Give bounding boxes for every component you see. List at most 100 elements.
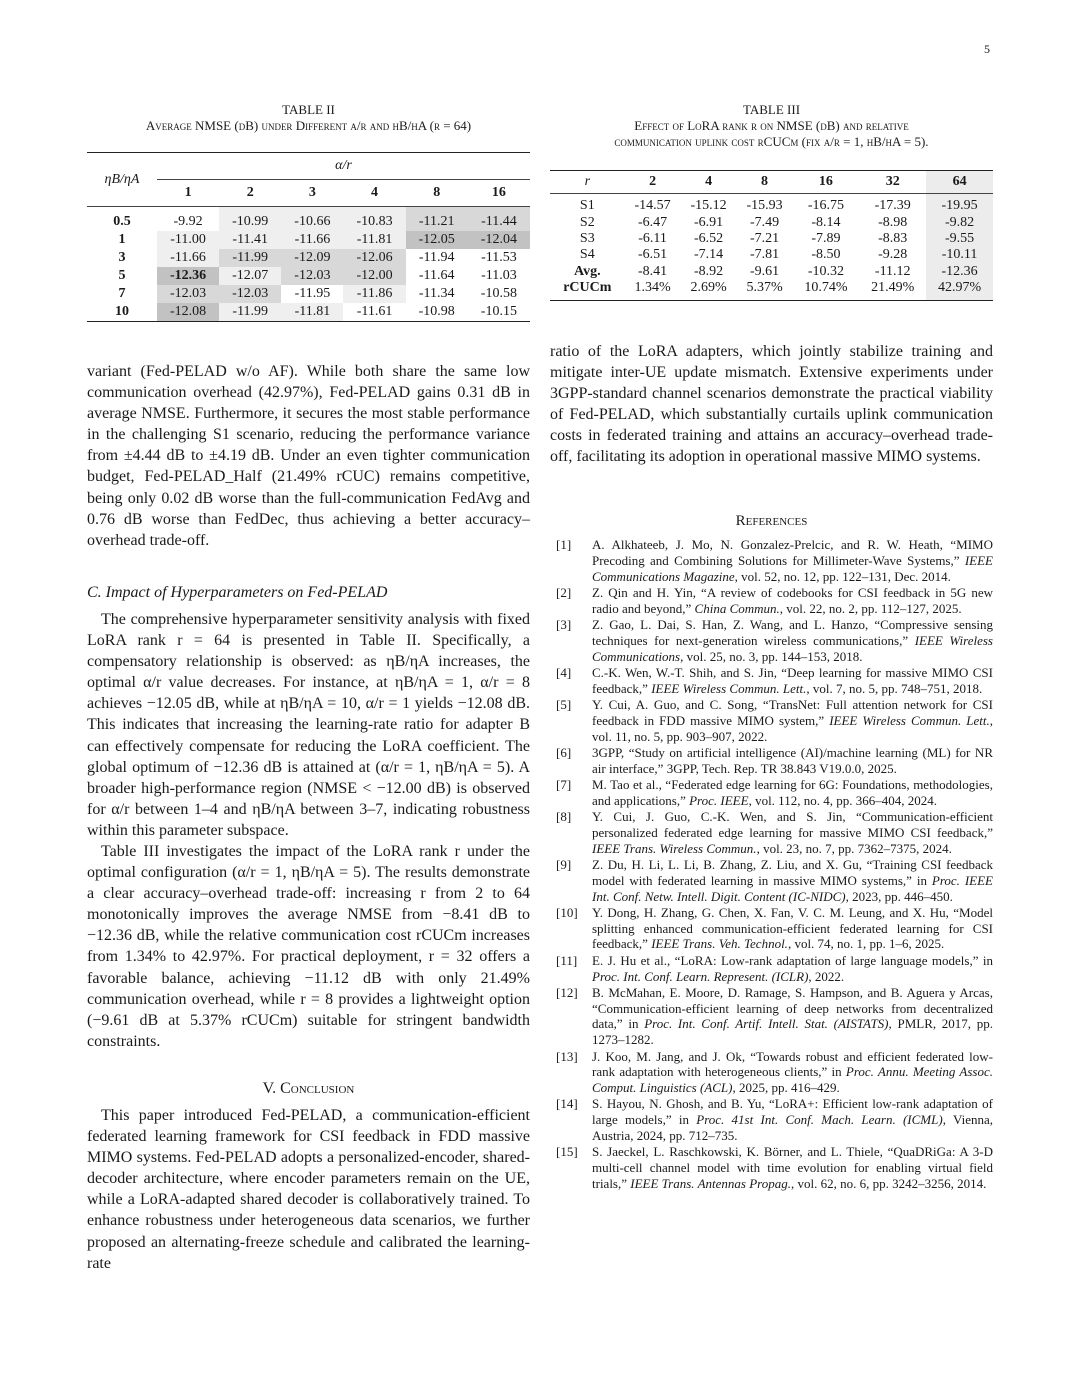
table3-cell: -6.11 xyxy=(638,230,667,246)
table3-col-header: 2 xyxy=(649,174,657,189)
reference-details: , vol. 23, no. 7, pp. 7362–7375, 2024. xyxy=(756,840,952,856)
table2-cell: -12.09 xyxy=(281,249,344,267)
table2-row-label: 1 xyxy=(118,232,126,247)
table3-cell: -7.81 xyxy=(749,247,780,263)
reference-text: S. Hayou, N. Ghosh, and B. Yu, “LoRA+: E… xyxy=(592,1096,993,1128)
reference-item: [3] Z. Gao, L. Dai, S. Han, Z. Wang, and … xyxy=(556,617,993,664)
table2-cell: -11.41 xyxy=(219,231,282,249)
reference-venue: Proc. Annu. Meeting Assoc. Comput. Lingu… xyxy=(592,1064,993,1096)
reference-text: Z. Qin and H. Yin, “A review of codebook… xyxy=(592,584,993,616)
table3-cell: 5.37% xyxy=(746,280,783,296)
reference-text: J. Koo, M. Jang, and J. Ok, “Towards rob… xyxy=(592,1048,993,1080)
table2-row-label: 7 xyxy=(118,286,126,301)
reference-body: Y. Cui, J. Guo, C.-K. Wen, and S. Jin, “… xyxy=(592,809,993,856)
reference-item: [7] M. Tao et al., “Federated edge learni… xyxy=(556,777,993,809)
table3-title-line2: communication uplink cost rCUCm (fix α/r… xyxy=(614,134,929,149)
reference-details: , vol. 62, no. 6, pp. 3242–3256, 2014. xyxy=(790,1175,987,1191)
paragraph: ratio of the LoRA adapters, which jointl… xyxy=(550,343,993,466)
table2-cell: -11.61 xyxy=(343,303,406,322)
table3-cell: -8.41 xyxy=(638,263,668,279)
reference-details: , 2022. xyxy=(808,968,845,984)
table-row: 1 -11.00 -11.41 -11.66 -11.81 -12.05 -12.04 xyxy=(87,231,530,249)
table2-cell: -11.66 xyxy=(281,231,344,249)
table3-cell: -8.14 xyxy=(811,214,841,230)
table2-col-header: 16 xyxy=(491,185,506,200)
reference-number: [10] xyxy=(556,904,578,920)
table2-row-label: 5 xyxy=(118,268,126,283)
table3-cell: 10.74% xyxy=(804,280,848,296)
section-heading-c: C. Impact of Hyperparameters on Fed-PELA… xyxy=(87,583,388,601)
reference-text: E. J. Hu et al., “LoRA: Low-rank adaptat… xyxy=(592,952,993,968)
table2-title: Average NMSE (dB) under Different α/r an… xyxy=(145,118,472,133)
reference-text: B. McMahan, E. Moore, D. Ramage, S. Hamp… xyxy=(592,984,993,1032)
table2-cell: -9.92 xyxy=(157,206,220,231)
table3-cell: -12.36 xyxy=(926,263,993,280)
table2-cell: -11.81 xyxy=(343,231,406,249)
table2-cell: -12.05 xyxy=(405,231,468,249)
reference-details: , Vienna, Austria, 2024, pp. 712–735. xyxy=(592,1112,993,1143)
reference-item: [8] Y. Cui, J. Guo, C.-K. Wen, and S. Jin… xyxy=(556,809,993,856)
table3-cell: -15.12 xyxy=(690,198,727,214)
table3-caption: TABLE III Effect of LoRA rank r on NMSE … xyxy=(550,102,993,150)
table3-col-header: 32 xyxy=(885,174,900,189)
table2-cell: -12.06 xyxy=(343,249,406,267)
reference-number: [2] xyxy=(556,584,572,600)
reference-number: [14] xyxy=(556,1096,578,1112)
reference-venue: IEEE Wireless Commun. Lett. xyxy=(651,680,807,696)
table2-cell: -10.58 xyxy=(467,285,530,303)
table3-row-label: S3 xyxy=(579,230,595,246)
table-row: 3 -11.66 -11.99 -12.09 -12.06 -11.94 -11.53 xyxy=(87,249,530,267)
reference-text: 3GPP, “Study on artificial intelligence … xyxy=(592,744,993,776)
table3-cell: -14.57 xyxy=(634,198,671,214)
reference-details: , vol. 25, no. 3, pp. 144–153, 2018. xyxy=(680,648,863,664)
table2-col-header: 1 xyxy=(184,185,192,200)
reference-number: [12] xyxy=(556,984,578,1000)
reference-text: Y. Cui, A. Guo, and C. Song, “TransNet: … xyxy=(592,696,993,728)
table2-col-group: α/r xyxy=(157,152,530,180)
table3-cell: -9.61 xyxy=(749,263,780,279)
reference-number: [8] xyxy=(556,809,572,825)
table2-cell: -10.15 xyxy=(467,303,530,322)
references-list: [1] A. Alkhateeb, J. Mo, N. Gonzalez-Prel… xyxy=(556,537,993,1192)
reference-venue: IEEE Wireless Communications xyxy=(592,632,993,664)
table-row: 5 -12.36 -12.07 -12.03 -12.00 -11.64 -11.03 xyxy=(87,267,530,285)
paragraph: The comprehensive hyperparameter sensiti… xyxy=(87,610,530,839)
reference-details: , vol. 52, no. 12, pp. 122–131, Dec. 201… xyxy=(734,568,951,584)
table2-cell: -12.00 xyxy=(343,267,406,285)
reference-venue: IEEE Communications Magazine xyxy=(592,552,993,584)
reference-body: A. Alkhateeb, J. Mo, N. Gonzalez-Prelcic… xyxy=(592,537,993,584)
reference-text: S. Jaeckel, L. Raschkowski, K. Börner, a… xyxy=(592,1144,993,1191)
table2-row-header: ηB/ηA xyxy=(87,152,157,207)
reference-body: J. Koo, M. Jang, and J. Ok, “Towards rob… xyxy=(592,1049,993,1096)
table-row: S1 -14.57 -15.12 -15.93 -16.75 -17.39 -19.95 xyxy=(550,193,993,215)
reference-text: Y. Dong, H. Zhang, G. Chen, X. Fan, V. C… xyxy=(592,904,993,952)
table3-col-header: 8 xyxy=(761,174,769,189)
table2-cell: -11.34 xyxy=(405,285,468,303)
table3-cell: -8.50 xyxy=(811,247,841,263)
table3-cell: -7.21 xyxy=(749,230,780,246)
reference-details: , vol. 112, no. 4, pp. 366–404, 2024. xyxy=(748,792,937,808)
table2-col-header: 8 xyxy=(433,185,441,200)
page-number: 5 xyxy=(984,42,990,56)
table2-cell: -12.36 xyxy=(157,267,220,285)
reference-number: [15] xyxy=(556,1144,578,1160)
table2-cell: -11.81 xyxy=(281,303,344,322)
table-row: 7 -12.03 -12.03 -11.95 -11.86 -11.34 -10.58 xyxy=(87,285,530,303)
reference-body: Z. Du, H. Li, L. Li, B. Zhang, Z. Liu, a… xyxy=(592,857,993,904)
table3-row-label: S4 xyxy=(579,247,595,263)
table2-cell: -10.83 xyxy=(343,206,406,231)
reference-number: [3] xyxy=(556,616,572,632)
table-row: rCUCm 1.34% 2.69% 5.37% 10.74% 21.49% 42.97% xyxy=(550,279,993,301)
reference-body: Z. Qin and H. Yin, “A review of codebook… xyxy=(592,585,993,617)
table3-row-label: S1 xyxy=(579,198,595,214)
table3-cell: -11.12 xyxy=(874,263,911,279)
left-column: variant (Fed-PELAD w/o AF). While both s… xyxy=(87,361,530,1274)
reference-body: Y. Dong, H. Zhang, G. Chen, X. Fan, V. C… xyxy=(592,905,993,952)
reference-body: S. Jaeckel, L. Raschkowski, K. Börner, a… xyxy=(592,1144,993,1191)
table-row: 10 -12.08 -11.99 -11.81 -11.61 -10.98 -10.15 xyxy=(87,303,530,322)
reference-details: , vol. 74, no. 1, pp. 1–6, 2025. xyxy=(787,936,945,952)
table2-cell: -11.99 xyxy=(219,249,282,267)
table2-col-header: 2 xyxy=(246,185,254,200)
table2-row-label: 0.5 xyxy=(113,214,131,229)
